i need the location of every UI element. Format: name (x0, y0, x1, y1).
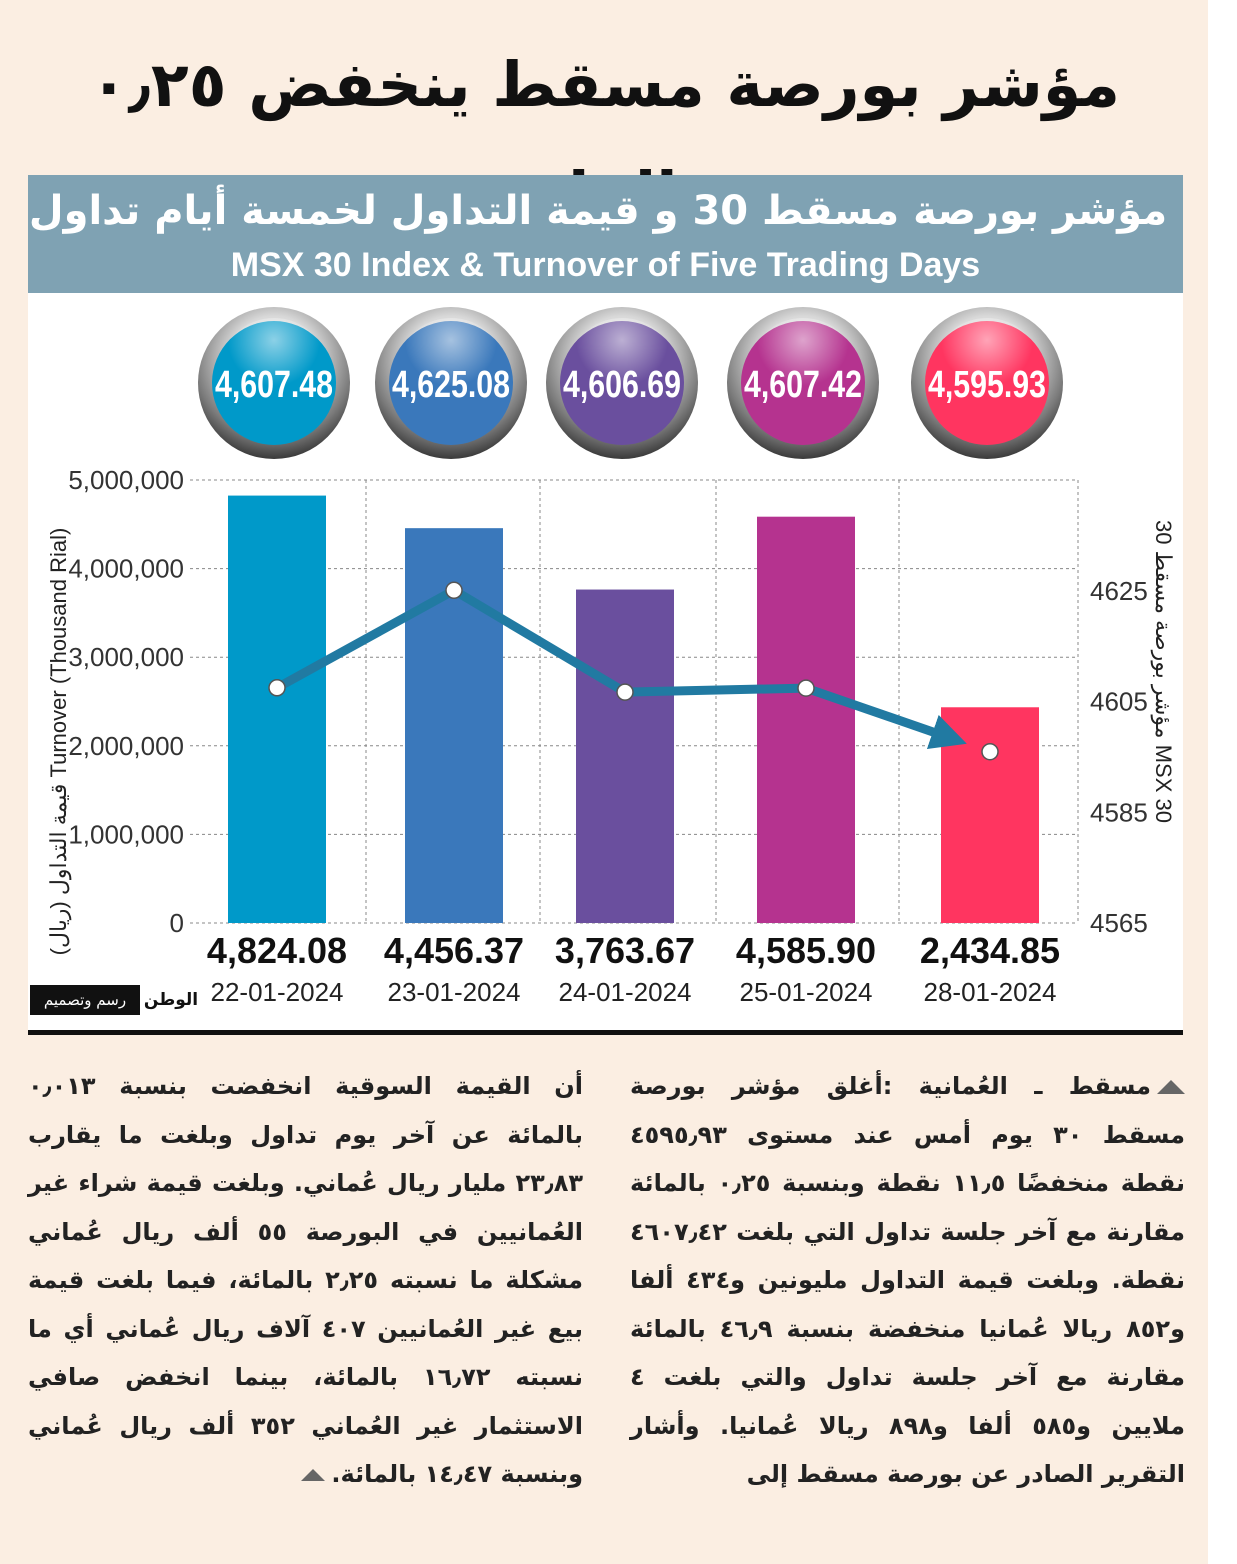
y2-tick-label: 4585 (1090, 797, 1148, 827)
turnover-index-chart: 0 1,000,000 2,000,000 3,000,000 4,000,000 5,0… (46, 307, 1176, 1007)
credit-text: رسم وتصميم (30, 985, 140, 1015)
y-tick-label: 3,000,000 (68, 642, 184, 672)
index-point (616, 683, 634, 701)
y2-tick-label: 4625 (1090, 576, 1148, 606)
y-tick-label: 0 (170, 908, 184, 938)
date-label: 25-01-2024 (740, 977, 873, 1007)
date-label: 22-01-2024 (211, 977, 344, 1007)
index-bubble-value: 4,606.69 (563, 364, 681, 406)
bar-value-label: 3,763.67 (555, 930, 695, 971)
y2-tick-label: 4565 (1090, 908, 1148, 938)
alwatan-logo: الوطن (140, 985, 202, 1015)
infographic-header-band: مؤشر بورصة مسقط 30 و قيمة التداول لخمسة … (28, 175, 1183, 293)
bird-icon-end (301, 1469, 326, 1481)
y-tick-label: 2,000,000 (68, 731, 184, 761)
date-label: 28-01-2024 (924, 977, 1057, 1007)
turnover-bar (941, 707, 1039, 923)
graphic-bottom-rule (28, 1030, 1183, 1035)
credit-badge: رسم وتصميم الوطن (30, 985, 202, 1015)
index-bubble-value: 4,625.08 (392, 364, 510, 406)
index-bubble-value: 4,595.93 (928, 364, 1046, 406)
index-line-arrow (804, 683, 967, 749)
bar-value-label: 4,585.90 (736, 930, 876, 971)
index-point (445, 581, 463, 600)
date-label: 24-01-2024 (559, 977, 692, 1007)
index-point (268, 679, 286, 697)
index-bubble-shine (567, 318, 677, 428)
article-column-right: مسقط ـ العُمانية :أغلق مؤشر بورصة مسقط ٣… (630, 1062, 1185, 1499)
index-point (797, 679, 815, 697)
y-axis-title: قيمة التداول (ريال) Turnover (Thousand R… (46, 528, 72, 956)
infographic-title-english: MSX 30 Index & Turnover of Five Trading … (230, 246, 981, 284)
article-text-right: مسقط ـ العُمانية :أغلق مؤشر بورصة مسقط ٣… (630, 1072, 1185, 1488)
turnover-bar (757, 516, 855, 923)
y-tick-label: 1,000,000 (68, 819, 184, 849)
turnover-bar (576, 589, 674, 923)
page-headline: مؤشر بورصة مسقط ينخفض ٠٫٢٥ بالمائة (89, 48, 1121, 231)
index-bubble-shine (219, 318, 329, 428)
article-column-left: أن القيمة السوقية انخفضت بنسبة ٠٫٠١٣ بال… (28, 1062, 583, 1499)
y-tick-label: 5,000,000 (68, 465, 184, 495)
index-line (274, 585, 807, 697)
index-point (981, 742, 999, 761)
infographic-title-arabic: مؤشر بورصة مسقط 30 و قيمة التداول لخمسة … (28, 188, 1168, 234)
infographic: مؤشر بورصة مسقط 30 و قيمة التداول لخمسة … (28, 175, 1183, 1035)
index-bubble-value: 4,607.42 (744, 364, 862, 406)
article-text-left: أن القيمة السوقية انخفضت بنسبة ٠٫٠١٣ بال… (28, 1072, 583, 1488)
y2-axis-title: مؤشر بورصة مسقط 30 MSX 30 (1150, 520, 1176, 823)
bar-value-label: 4,824.08 (207, 930, 347, 971)
y-tick-label: 4,000,000 (68, 554, 184, 584)
turnover-bar (228, 495, 326, 923)
page-margin-strip (1208, 0, 1237, 1564)
index-bubble-shine (932, 318, 1042, 428)
bar-value-label: 4,456.37 (384, 930, 524, 971)
bar-value-label: 2,434.85 (920, 930, 1060, 971)
index-bubble-shine (396, 318, 506, 428)
y2-tick-label: 4605 (1090, 687, 1148, 717)
date-label: 23-01-2024 (388, 977, 521, 1007)
index-bubble-shine (748, 318, 858, 428)
bird-icon (1157, 1080, 1185, 1094)
index-bubble-value: 4,607.48 (215, 364, 333, 406)
